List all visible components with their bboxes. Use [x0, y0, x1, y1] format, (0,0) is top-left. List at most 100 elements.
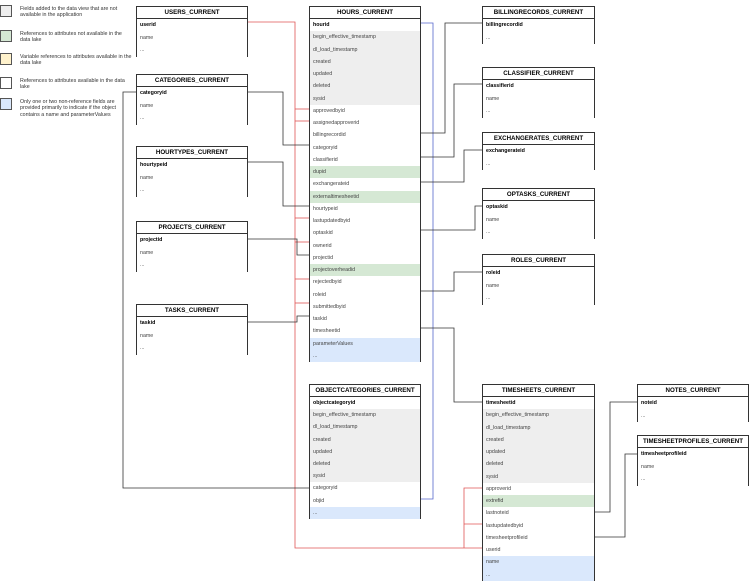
table-title: TIMESHEETPROFILES_CURRENT — [638, 436, 748, 448]
table: HOURS_CURRENT hourid begin_effective_times… — [309, 6, 421, 362]
table-field: lastnoteid — [483, 507, 594, 520]
connector — [421, 205, 482, 231]
table-title: NOTES_CURRENT — [638, 385, 748, 397]
table-field: objectcategoryid — [310, 397, 420, 410]
table-field: name — [483, 92, 594, 105]
connector — [421, 22, 434, 500]
table-field: ... — [638, 409, 748, 422]
table-field: created — [310, 433, 420, 446]
table: CATEGORIES_CURRENT categoryid name... — [136, 74, 248, 125]
legend-text: Fields added to the data view that are n… — [20, 6, 118, 19]
table-field: name — [137, 31, 247, 44]
table-field: begin_effective_timestamp — [483, 409, 594, 422]
table-field: created — [483, 433, 594, 446]
table-field: hourid — [310, 19, 420, 32]
table-field: ... — [137, 112, 247, 125]
table-title: OBJECTCATEGORIES_CURRENT — [310, 385, 420, 397]
table: OBJECTCATEGORIES_CURRENT objectcategoryid… — [309, 384, 421, 519]
table-field: deleted — [310, 457, 420, 471]
table-title: BILLINGRECORDS_CURRENT — [483, 7, 594, 19]
table-field: timesheetid — [310, 325, 420, 338]
table-field: lastupdatedbyid — [310, 215, 420, 228]
table-field: sysid — [310, 470, 420, 483]
red-links — [248, 21, 482, 549]
connector — [421, 271, 482, 292]
connector — [248, 238, 309, 256]
table-field: ... — [310, 349, 420, 362]
table-field: projectid — [310, 251, 420, 264]
connector — [122, 91, 309, 489]
table-field: ... — [137, 259, 247, 272]
legend-swatch — [0, 77, 12, 89]
legend-text: Variable references to attributes availa… — [20, 54, 132, 67]
table-field: ... — [137, 44, 247, 57]
connector — [421, 149, 482, 183]
table: TIMESHEETS_CURRENT timesheetid begin_effec… — [482, 384, 595, 581]
table-field: timesheetid — [483, 397, 594, 410]
table-field: categoryid — [310, 482, 420, 495]
connector — [421, 83, 482, 158]
table-title: EXCHANGERATES_CURRENT — [483, 133, 594, 145]
table-field: ... — [137, 184, 247, 197]
table-title: PROJECTS_CURRENT — [137, 222, 247, 234]
table-title: CATEGORIES_CURRENT — [137, 75, 247, 87]
table-field: externaltimesheetid — [310, 190, 420, 203]
table-field: deleted — [483, 458, 594, 471]
table-field: updated — [483, 446, 594, 459]
legend-swatch — [0, 5, 12, 17]
table-field: name — [137, 246, 247, 259]
connector — [248, 315, 309, 323]
connector — [421, 22, 482, 134]
table-field: sysid — [483, 470, 594, 483]
table-field: sysid — [310, 92, 420, 105]
table-field: updated — [310, 68, 420, 81]
table-title: USERS_CURRENT — [137, 7, 247, 19]
table-title: HOURTYPES_CURRENT — [137, 147, 247, 159]
black-links — [122, 22, 637, 538]
table-field: optaskid — [483, 201, 594, 214]
legend-text: Only one or two non-reference fields are… — [20, 99, 116, 118]
table-field: extrefid — [483, 495, 594, 508]
table-field: submittedbyid — [310, 300, 420, 313]
legend-text: References to attributes available in th… — [20, 78, 125, 91]
table-field: exchangerateid — [310, 178, 420, 191]
table-field: optaskid — [310, 227, 420, 240]
table: HOURTYPES_CURRENT hourtypeid name... — [136, 146, 248, 197]
table-field: hourtypeid — [137, 159, 247, 172]
table: OPTASKS_CURRENT optaskid name... — [482, 188, 595, 239]
table-field: ... — [483, 157, 594, 170]
table-field: ownerid — [310, 239, 420, 252]
table-field: lastupdatedbyid — [483, 519, 594, 532]
table-field: dupid — [310, 166, 420, 179]
table-field: begin_effective_timestamp — [310, 409, 420, 422]
table-field: categoryid — [310, 141, 420, 154]
table: NOTES_CURRENT noteid... — [637, 384, 749, 422]
table-title: TASKS_CURRENT — [137, 305, 247, 317]
table-field: name — [483, 556, 594, 569]
table-field: ... — [638, 473, 748, 486]
table-field: name — [483, 213, 594, 226]
connector — [421, 327, 482, 403]
table-field: name — [483, 279, 594, 292]
table-title: HOURS_CURRENT — [310, 7, 420, 19]
table-field: classifierid — [310, 153, 420, 166]
table-field: billingrecordid — [483, 19, 594, 32]
connector — [463, 487, 482, 548]
table-field: approverid — [483, 482, 594, 495]
table-title: OPTASKS_CURRENT — [483, 189, 594, 201]
connector — [595, 401, 637, 513]
table-field: ... — [483, 31, 594, 44]
table-field: hourtypeid — [310, 202, 420, 215]
table-field: projectid — [137, 234, 247, 247]
legend-swatch — [0, 53, 12, 65]
table-field: ... — [137, 342, 247, 355]
connector — [248, 161, 309, 207]
table-field: parameterValues — [310, 337, 420, 350]
table-field: ... — [483, 568, 594, 581]
table-field: userid — [483, 544, 594, 557]
table: USERS_CURRENT userid name... — [136, 6, 248, 57]
legend-swatch — [0, 98, 12, 110]
connector — [248, 21, 482, 549]
table-title: TIMESHEETS_CURRENT — [483, 385, 594, 397]
